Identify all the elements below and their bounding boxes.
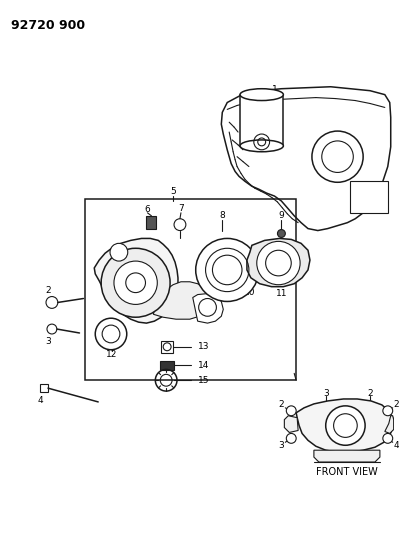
Text: 12: 12	[106, 350, 118, 359]
Ellipse shape	[240, 140, 283, 152]
Text: 15: 15	[198, 376, 209, 385]
Circle shape	[326, 406, 365, 445]
Circle shape	[114, 261, 157, 304]
Polygon shape	[296, 399, 393, 452]
Text: 6: 6	[144, 205, 150, 214]
Bar	[240, 95, 283, 146]
Polygon shape	[94, 238, 178, 323]
Circle shape	[110, 244, 128, 261]
Bar	[146, 216, 156, 229]
Text: 14: 14	[198, 361, 209, 370]
Text: 9: 9	[279, 211, 284, 220]
Text: 3: 3	[279, 441, 284, 450]
Text: 13: 13	[198, 342, 209, 351]
Text: 3: 3	[323, 389, 329, 398]
Circle shape	[196, 238, 259, 302]
Circle shape	[101, 248, 170, 317]
Text: 11: 11	[276, 289, 287, 298]
Text: 10: 10	[244, 288, 256, 297]
Polygon shape	[314, 450, 380, 462]
Bar	[85, 199, 296, 380]
Bar	[350, 181, 388, 213]
Circle shape	[126, 273, 146, 293]
Circle shape	[383, 406, 393, 416]
Polygon shape	[284, 416, 298, 432]
Text: 1: 1	[272, 85, 277, 94]
Circle shape	[286, 406, 296, 416]
Bar	[40, 384, 48, 392]
Text: 2: 2	[394, 400, 399, 409]
Ellipse shape	[240, 88, 283, 101]
Text: 2: 2	[279, 400, 284, 409]
Bar	[161, 341, 173, 353]
Text: 5: 5	[170, 187, 176, 196]
Text: 2: 2	[367, 389, 373, 398]
Text: 4: 4	[394, 441, 399, 450]
Circle shape	[334, 414, 357, 438]
Circle shape	[383, 433, 393, 443]
Text: 3: 3	[45, 337, 51, 346]
Polygon shape	[221, 87, 391, 231]
Text: 2: 2	[45, 286, 51, 295]
Circle shape	[286, 433, 296, 443]
Text: 8: 8	[219, 211, 225, 220]
Text: 7: 7	[178, 204, 184, 213]
Polygon shape	[193, 294, 223, 323]
Text: FRONT VIEW: FRONT VIEW	[316, 467, 377, 477]
Text: 4: 4	[37, 397, 43, 406]
Circle shape	[277, 230, 285, 237]
Circle shape	[257, 241, 300, 285]
Polygon shape	[247, 238, 310, 287]
Circle shape	[312, 131, 363, 182]
Polygon shape	[385, 416, 394, 433]
Bar	[160, 360, 174, 370]
Text: 92720 900: 92720 900	[10, 19, 85, 32]
Circle shape	[212, 255, 242, 285]
Polygon shape	[153, 282, 211, 319]
